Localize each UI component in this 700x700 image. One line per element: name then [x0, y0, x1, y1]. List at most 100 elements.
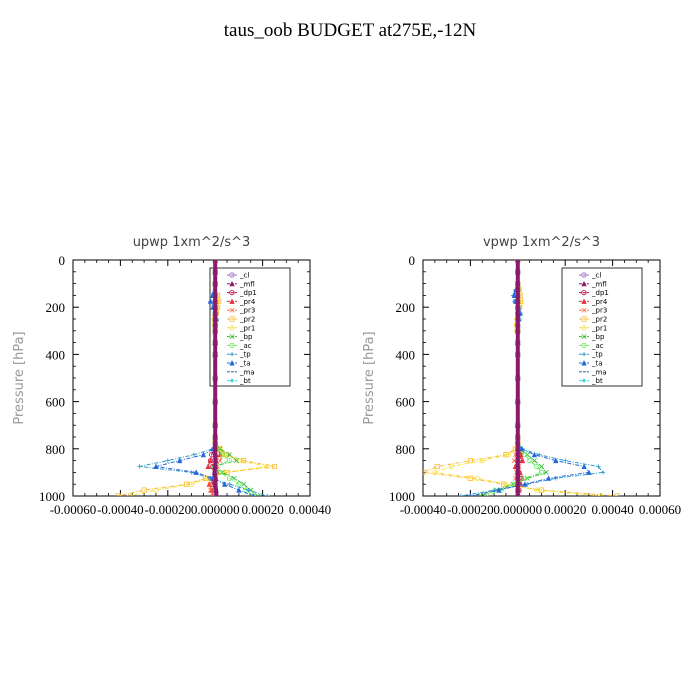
series-point-bp [234, 458, 240, 464]
series-point-tp [227, 482, 232, 487]
series-point-mfl [515, 268, 521, 275]
series-point-mfl [212, 481, 218, 487]
series-point-mfl [515, 451, 521, 458]
series-point-mfl [515, 280, 521, 287]
legend-label: _cl [591, 272, 601, 280]
series-point-pr1 [153, 487, 159, 493]
series-point-ta [221, 481, 228, 487]
series-point-pr2 [271, 463, 278, 470]
series-point-ac [236, 481, 242, 487]
series-point-ta [468, 493, 472, 496]
y-tick-label: 0 [409, 253, 416, 268]
legend-label: _ma [239, 368, 255, 376]
series-point-pr1 [432, 469, 438, 475]
legend-marker [581, 316, 587, 322]
series-point-mfl [212, 451, 218, 458]
legend: _cl_mfl_dp1_pr4_pr3_pr2_pr1_bp_ac_tp_ta_… [561, 267, 643, 387]
legend-label: _pr3 [239, 307, 255, 315]
x-tick-label: -0.00040 [400, 502, 447, 517]
series-point-mfl [212, 351, 218, 357]
series-point-ta [545, 475, 552, 481]
legend-marker [581, 272, 587, 278]
x-tick-label: 0.00040 [289, 502, 331, 517]
x-tick-label: 0.00020 [241, 502, 283, 517]
legend-box [209, 267, 291, 387]
series-point-pr1 [474, 475, 481, 481]
series-point-ta [153, 463, 159, 469]
y-tick-label: 400 [396, 347, 416, 362]
x-tick-label: -0.00040 [97, 502, 144, 517]
legend-label: _bp [591, 333, 605, 341]
series-point-mfl [212, 304, 218, 310]
series-point-mfl [212, 280, 218, 287]
series-point-pr4 [207, 457, 214, 464]
legend-marker [229, 280, 235, 287]
series-point-mfl [212, 327, 218, 334]
series-point-mfl [213, 487, 219, 493]
legend-label: _mfl [591, 280, 607, 288]
x-tick-label: 0.00040 [591, 502, 633, 517]
series-point-pr1 [264, 463, 270, 470]
legend-label: _pr4 [591, 298, 608, 306]
x-tick-label: 0.000000 [493, 502, 542, 517]
y-axis-title: Pressure [hPa] [12, 331, 27, 424]
legend-label: _pr2 [239, 316, 255, 324]
series-point-mfl [212, 339, 218, 346]
legend-label: _bp [239, 333, 253, 341]
series-point-tp [600, 470, 606, 475]
series-point-bp [531, 458, 537, 464]
series-point-ac [226, 457, 233, 464]
series-point-mfl [212, 440, 218, 446]
series-point-mfl [212, 298, 218, 304]
legend-label: _cl [239, 272, 249, 280]
series-point-mfl [515, 292, 521, 298]
series-point-ta [581, 463, 587, 469]
series-point-bp [241, 481, 247, 487]
series-point-mfl [515, 260, 521, 263]
legend-marker [229, 378, 235, 383]
series-point-mfl [515, 286, 521, 292]
series-point-mfl [212, 268, 218, 275]
series-point-tp [191, 452, 197, 457]
series-point-mfl [211, 469, 218, 475]
series-point-pr2 [614, 493, 620, 496]
y-tick-label: 400 [46, 347, 66, 362]
series-point-pr1 [505, 452, 511, 458]
series-point-mfl [515, 445, 521, 452]
series-point-mfl [515, 475, 521, 481]
series-point-bp [248, 487, 254, 493]
series-point-pr1 [188, 481, 195, 487]
series-point-mfl [515, 327, 521, 334]
series-point-tp [265, 493, 270, 496]
legend-label: _tp [239, 351, 251, 359]
series-point-mfl [515, 304, 521, 310]
series-point-pr1 [598, 493, 604, 496]
chart-title: vpwp 1xm^2/s^3 [483, 235, 600, 250]
series-point-ta [176, 457, 183, 464]
legend-marker [229, 325, 235, 331]
y-tick-label: 600 [396, 395, 416, 410]
series-point-mfl [212, 316, 218, 322]
series-point-mfl [212, 260, 218, 263]
legend-label: _bt [591, 377, 603, 385]
series-point-ac [484, 493, 490, 496]
series-point-ac [522, 452, 528, 458]
y-tick-label: 800 [396, 442, 416, 457]
series-point-ta [586, 469, 592, 475]
legend-label: _dp1 [239, 289, 257, 297]
series-point-bp [226, 452, 232, 458]
y-axis-title: Pressure [hPa] [362, 331, 377, 424]
x-tick-label: 0.000000 [191, 502, 240, 517]
series-point-ta [193, 469, 199, 475]
x-tick-label: 0.00060 [639, 502, 681, 517]
series-point-mfl [515, 339, 521, 346]
series-point-ac [534, 463, 540, 470]
series-point-mfl [212, 463, 218, 469]
series-point-ta [207, 298, 214, 304]
series-point-mfl [212, 310, 218, 316]
series-point-mfl [516, 493, 520, 496]
series-point-ta [522, 481, 528, 487]
series-point-pr4 [519, 457, 526, 464]
legend-marker [229, 307, 235, 313]
